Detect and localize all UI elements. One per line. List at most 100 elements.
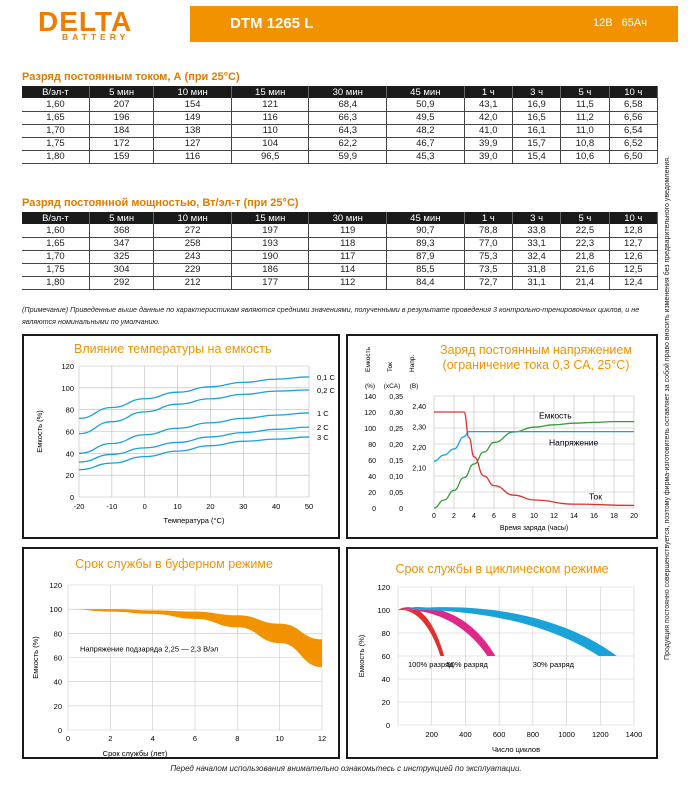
capacity-tick: 120 (364, 410, 376, 417)
x-tick-label: 1000 (558, 730, 575, 739)
col-header: 10 ч (609, 212, 659, 224)
capacity-tick: 40 (368, 474, 376, 481)
table-row: 1,75 172 127 104 62,2 46,7 39,9 15,7 10,8 6,52 (22, 137, 659, 151)
col-header: 45 мин (386, 212, 465, 224)
table-cell: 11,2 (560, 111, 610, 125)
table-cell: 154 (153, 98, 232, 112)
table-cell: 229 (153, 263, 232, 277)
current-tick: 0,15 (389, 458, 403, 465)
x-tick-label: 4 (151, 734, 155, 743)
y-tick-label: 40 (382, 675, 390, 684)
table-cell: 6,52 (609, 137, 659, 151)
table-row: 1,60 207 154 121 68,4 50,9 43,1 16,9 11,5 6,58 (22, 98, 659, 112)
table-cell: 197 (231, 224, 310, 238)
table-cell: 33,1 (512, 237, 562, 251)
table-cell: 116 (153, 150, 232, 164)
table-cell: 243 (153, 250, 232, 264)
cycle-band (398, 607, 617, 656)
table-cell: 104 (231, 137, 310, 151)
table-row: 1,80 292 212 177 112 84,4 72,7 31,1 21,4 12,4 (22, 276, 659, 290)
table-cell: 1,60 (22, 224, 90, 238)
series-line (78, 376, 310, 420)
table-cell: 11,5 (560, 98, 610, 112)
y-tick-label: 0 (70, 493, 74, 502)
capacity-tick: 140 (364, 394, 376, 401)
table-cell: 368 (89, 224, 155, 238)
temperature-capacity-chart: Влияние температуры на емкость -20 -10 0 10 2… (35, 342, 336, 525)
table-cell: 64,3 (308, 124, 388, 138)
table-cell: 1,65 (22, 111, 90, 125)
table-cell: 12,5 (609, 263, 659, 277)
table-cell: 196 (89, 111, 155, 125)
logo-subtext: BATTERY (62, 32, 130, 42)
table-cell: 85,5 (386, 263, 465, 277)
capacity-line (433, 420, 634, 509)
y-tick-label: 120 (49, 581, 62, 590)
footer-note: Перед началом использования внимательно … (170, 764, 522, 773)
table-cell: 22,5 (560, 224, 610, 238)
float-life-panel: Срок службы в буферном режиме 0 2 4 6 8 10 12 0 2… (22, 547, 340, 759)
col-header: 15 мин (231, 212, 310, 224)
col-header: 45 мин (386, 86, 465, 98)
table-cell: 48,2 (386, 124, 465, 138)
col-header: 5 мин (89, 212, 155, 224)
table-cell: 1,70 (22, 124, 90, 138)
table-cell: 68,4 (308, 98, 388, 112)
capacity-band (68, 609, 322, 668)
table-cell: 78,8 (464, 224, 513, 238)
table-cell: 121 (231, 98, 310, 112)
x-tick-label: 600 (493, 730, 506, 739)
series-line (78, 436, 310, 471)
table-cell: 1,75 (22, 263, 90, 277)
table-cell: 184 (89, 124, 155, 138)
current-tick: 0,05 (389, 490, 403, 497)
table-cell: 272 (153, 224, 232, 238)
voltage-tick: 2,20 (412, 445, 426, 452)
y-tick-label: 100 (61, 384, 74, 393)
capacity: 65Ач (621, 17, 647, 29)
table-cell: 46,7 (386, 137, 465, 151)
table-cell: 21,6 (560, 263, 610, 277)
x-tick-label: 10 (530, 513, 538, 520)
table-row: 1,65 347 258 193 118 89,3 77,0 33,1 22,3 12,7 (22, 237, 659, 251)
y-tick-label: 40 (66, 449, 74, 458)
x-axis-label: Срок службы (лет) (103, 749, 168, 757)
table-cell: 114 (308, 263, 388, 277)
table-cell: 21,4 (560, 276, 610, 290)
x-tick-label: 200 (425, 730, 438, 739)
x-tick-label: 10 (173, 502, 181, 511)
axis-header: Ток (387, 362, 394, 372)
table-cell: 112 (308, 276, 388, 290)
model-title: DTM 1265 L (230, 15, 314, 32)
x-tick-label: 40 (272, 502, 280, 511)
table-cell: 12,8 (609, 224, 659, 238)
table-cell: 87,9 (386, 250, 465, 264)
table-cell: 190 (231, 250, 310, 264)
table-cell: 325 (89, 250, 155, 264)
table-cell: 72,7 (464, 276, 513, 290)
table-cell: 11,0 (560, 124, 610, 138)
table-row: 1,80 159 116 96,5 59,9 45,3 39,0 15,4 10,6 6,50 (22, 150, 659, 164)
table-cell: 177 (231, 276, 310, 290)
axis-header: Напр. (409, 355, 416, 372)
x-tick-label: -10 (106, 502, 117, 511)
table-cell: 6,56 (609, 111, 659, 125)
table-cell: 73,5 (464, 263, 513, 277)
capacity-label: Емкость (539, 410, 572, 420)
col-header: 30 мин (308, 212, 388, 224)
table-cell: 15,4 (512, 150, 562, 164)
x-tick-label: 20 (630, 513, 638, 520)
table-cell: 12,6 (609, 250, 659, 264)
col-header: 5 ч (560, 212, 610, 224)
table-cell: 118 (308, 237, 388, 251)
chart-title: Срок службы в буферном режиме (75, 557, 273, 571)
x-tick-label: 1400 (626, 730, 643, 739)
x-tick-label: 1200 (592, 730, 609, 739)
current-tick: 0 (399, 506, 403, 513)
table-cell: 6,50 (609, 150, 659, 164)
x-tick-label: 0 (143, 502, 147, 511)
series-label: 30% разряд (533, 660, 575, 669)
constant-voltage-charge-chart: Заряд постоянным напряжением(ограничение… (364, 343, 638, 532)
header: DELTA BATTERY DTM 1265 L 12В 65Ач (0, 0, 692, 50)
capacity-tick: 20 (368, 490, 376, 497)
